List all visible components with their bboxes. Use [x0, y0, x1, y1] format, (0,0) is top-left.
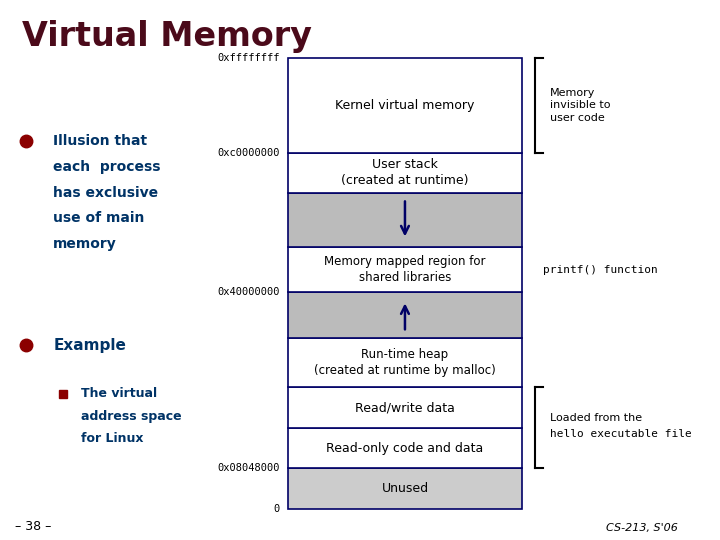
- Text: Kernel virtual memory: Kernel virtual memory: [336, 99, 474, 112]
- Text: Virtual Memory: Virtual Memory: [22, 20, 312, 53]
- Text: 0: 0: [273, 504, 279, 514]
- Text: 0xffffffff: 0xffffffff: [217, 53, 279, 63]
- Text: address space: address space: [81, 410, 181, 423]
- Bar: [288, 153, 522, 193]
- Text: Loaded from the: Loaded from the: [550, 413, 642, 423]
- Text: The virtual: The virtual: [81, 387, 157, 400]
- Text: Illusion that: Illusion that: [53, 134, 148, 148]
- Text: Read-only code and data: Read-only code and data: [326, 442, 484, 455]
- Bar: [288, 338, 522, 387]
- Text: memory: memory: [53, 237, 117, 251]
- Bar: [288, 247, 522, 293]
- Text: Unused: Unused: [382, 482, 428, 495]
- Text: has exclusive: has exclusive: [53, 186, 158, 200]
- Text: User stack
(created at runtime): User stack (created at runtime): [341, 158, 469, 187]
- Text: 0x40000000: 0x40000000: [217, 287, 279, 298]
- Text: – 38 –: – 38 –: [15, 520, 52, 533]
- Text: for Linux: for Linux: [81, 432, 143, 445]
- Text: CS-213, S'06: CS-213, S'06: [606, 523, 678, 533]
- Text: use of main: use of main: [53, 212, 145, 225]
- Text: Memory
invisible to
user code: Memory invisible to user code: [550, 88, 611, 123]
- Text: Example: Example: [53, 338, 126, 353]
- Bar: [288, 58, 522, 153]
- Text: printf() function: printf() function: [543, 265, 657, 275]
- Bar: [288, 293, 522, 338]
- Text: hello executable file: hello executable file: [550, 429, 692, 439]
- Text: 0x08048000: 0x08048000: [217, 463, 279, 474]
- Bar: [288, 387, 522, 428]
- Bar: [288, 468, 522, 509]
- Text: Memory mapped region for
shared libraries: Memory mapped region for shared librarie…: [324, 255, 486, 285]
- Text: each  process: each process: [53, 160, 161, 174]
- Text: 0xc0000000: 0xc0000000: [217, 147, 279, 158]
- Text: Run-time heap
(created at runtime by malloc): Run-time heap (created at runtime by mal…: [314, 348, 496, 377]
- Bar: [288, 193, 522, 247]
- Bar: [288, 428, 522, 468]
- Text: Read/write data: Read/write data: [355, 401, 455, 414]
